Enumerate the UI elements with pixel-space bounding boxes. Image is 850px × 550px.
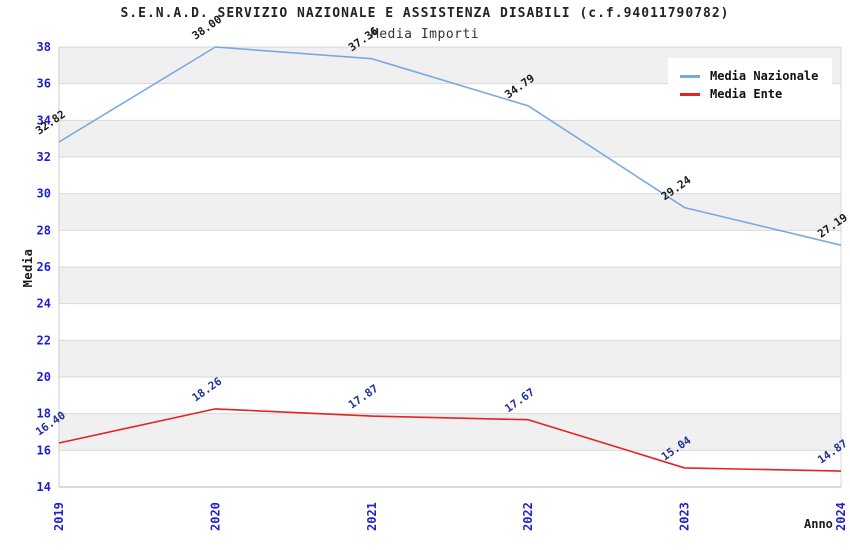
x-tick-label: 2024 — [834, 502, 848, 531]
y-tick-label: 26 — [37, 260, 51, 274]
y-tick-label: 28 — [37, 223, 51, 237]
series-line-media-nazionale — [58, 46, 842, 246]
plot-band — [59, 157, 841, 194]
legend-item-media-nazionale: Media Nazionale — [680, 69, 818, 83]
y-tick-label: 24 — [37, 297, 51, 311]
y-tick-label: 20 — [37, 370, 51, 384]
plot-band — [59, 303, 841, 341]
y-tick-label: 14 — [37, 480, 51, 494]
plot-band — [59, 120, 841, 157]
y-tick-label: 30 — [37, 187, 51, 201]
x-tick-label: 2019 — [52, 502, 66, 531]
x-tick-label: 2023 — [678, 502, 692, 531]
plot-band — [59, 193, 841, 231]
plot-band — [59, 377, 841, 414]
legend-swatch-ente-icon — [680, 92, 700, 96]
x-tick-label: 2021 — [365, 502, 379, 531]
plot-band — [59, 267, 841, 304]
plot-band — [59, 230, 841, 267]
legend-label-ente: Media Ente — [710, 87, 783, 101]
plot-band — [59, 413, 841, 451]
y-tick-label: 16 — [37, 443, 51, 457]
legend: Media Nazionale Media Ente — [668, 58, 833, 112]
y-tick-label: 38 — [37, 40, 51, 54]
y-tick-label: 18 — [37, 407, 51, 421]
y-axis-title: Media — [21, 248, 35, 288]
legend-swatch-nazionale-icon — [680, 74, 700, 78]
legend-item-media-ente: Media Ente — [680, 87, 818, 101]
y-tick-label: 34 — [37, 113, 51, 127]
chart-subtitle: Media Importi — [370, 27, 480, 42]
chart-title: S.E.N.A.D. SERVIZIO NAZIONALE E ASSISTEN… — [120, 6, 730, 21]
y-tick-label: 32 — [37, 150, 51, 164]
plot-band — [59, 340, 841, 377]
legend-label-nazionale: Media Nazionale — [710, 69, 819, 83]
y-tick-label: 36 — [37, 77, 51, 91]
series-line-media-ente — [58, 408, 842, 472]
x-tick-label: 2022 — [521, 502, 535, 531]
y-tick-label: 22 — [37, 333, 51, 347]
point-label: 38.00 — [190, 13, 225, 43]
x-axis-title: Anno — [804, 517, 833, 531]
x-tick-label: 2020 — [208, 502, 222, 531]
